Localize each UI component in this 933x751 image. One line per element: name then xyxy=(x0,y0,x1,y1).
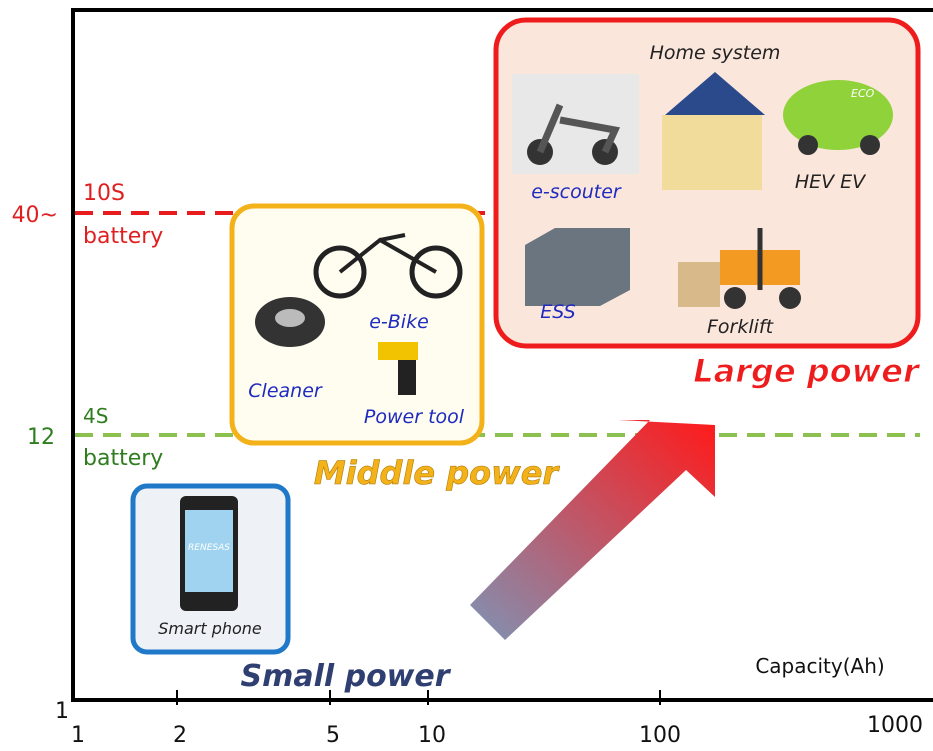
x-label: 2 xyxy=(173,723,187,748)
line-label: battery xyxy=(83,446,163,471)
x-label: 5 xyxy=(326,723,340,748)
growth-arrow xyxy=(470,420,715,640)
line-label: 4S xyxy=(83,404,108,428)
x-label: 1000 xyxy=(867,713,923,738)
item-label: Home system xyxy=(650,42,781,64)
x-label: 100 xyxy=(639,723,681,748)
y-label: 40~ xyxy=(12,203,58,228)
line-label: battery xyxy=(83,224,163,249)
group-title: Middle power xyxy=(314,454,561,492)
group-title: Small power xyxy=(240,659,451,694)
item-label: Cleaner xyxy=(248,380,323,402)
y-label: 1 xyxy=(55,699,69,724)
item-label: Forklift xyxy=(707,316,775,338)
x-label: 1 xyxy=(71,723,85,748)
item-label: HEV EV xyxy=(795,171,867,193)
y-label: 12 xyxy=(27,425,55,450)
item-label: e-Bike xyxy=(369,311,429,333)
drill-icon xyxy=(378,342,418,360)
icon-text: RENESAS xyxy=(188,543,230,553)
line-label: 10S xyxy=(83,181,125,206)
diagram: 1 2 5 10 100 1000 1 40~ 12 Capacity(Ah) … xyxy=(0,0,933,751)
item-label: Smart phone xyxy=(158,619,262,638)
item-label: e-scouter xyxy=(531,181,622,203)
item-label: Power tool xyxy=(364,406,465,428)
x-axis-label: Capacity(Ah) xyxy=(755,654,884,678)
icon-text: ECO xyxy=(851,87,875,100)
group-title: Large power xyxy=(693,352,921,390)
x-label: 10 xyxy=(418,723,446,748)
ess-icon xyxy=(525,228,630,306)
item-label: ESS xyxy=(540,301,575,323)
